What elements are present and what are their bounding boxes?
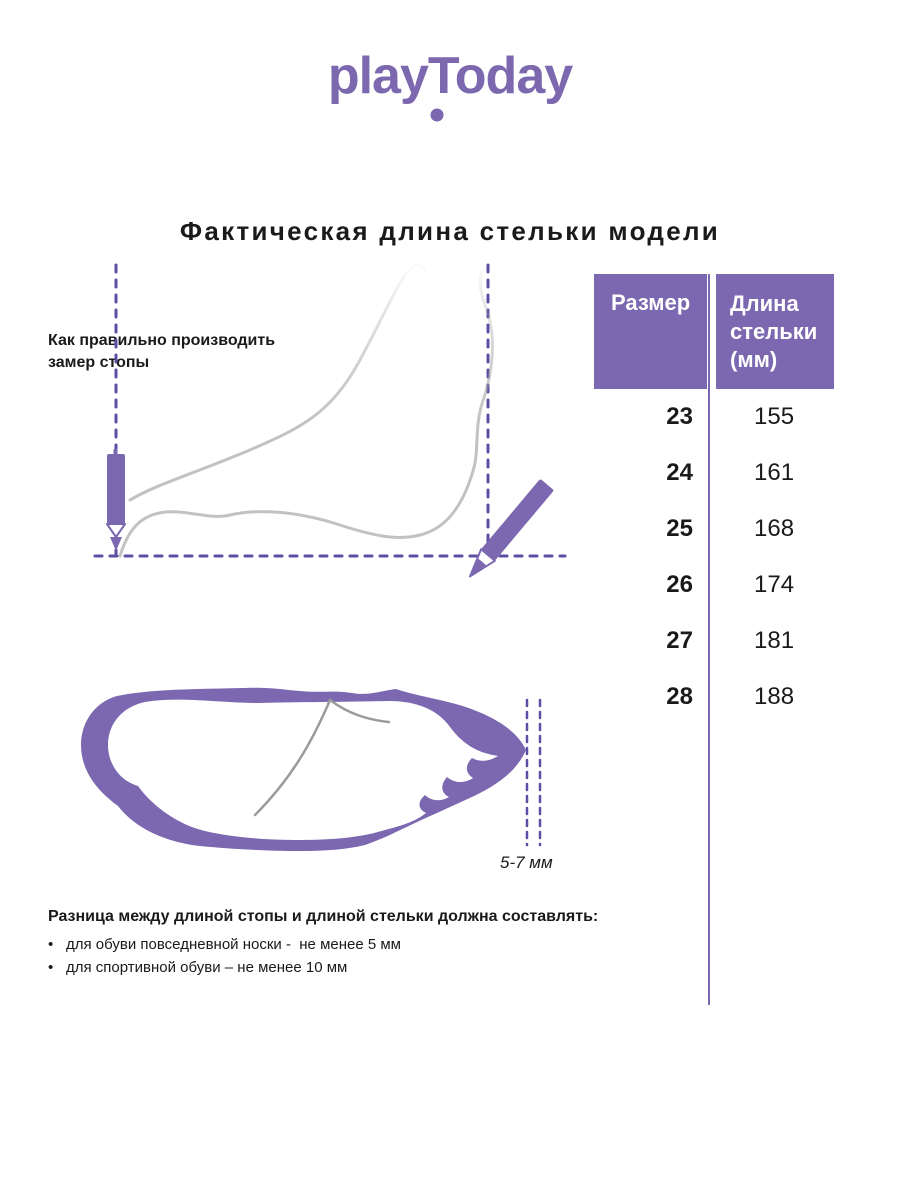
svg-text:5-7 мм: 5-7 мм [500,853,553,872]
